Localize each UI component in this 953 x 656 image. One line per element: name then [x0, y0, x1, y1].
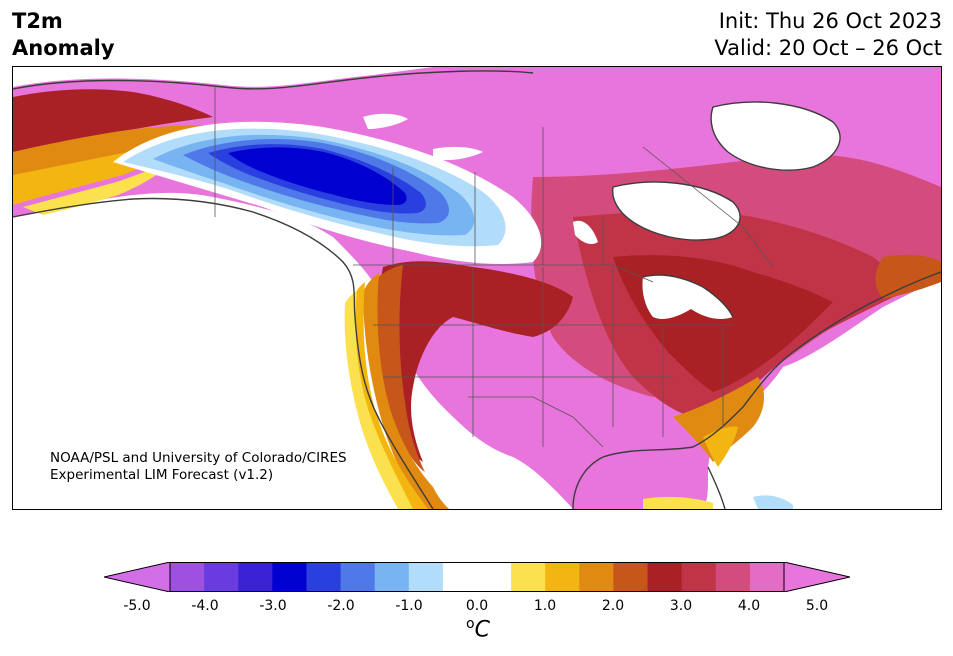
band-gold-florida: [703, 426, 738, 467]
colorbar-tick-label: 4.0: [737, 598, 761, 614]
colorbar-extend-low: [104, 562, 171, 592]
band-yellow-alaska: [23, 155, 183, 215]
cold-navy: [228, 147, 407, 205]
colorbar-tick-label: -1.0: [395, 598, 423, 614]
unit-label: C: [474, 617, 490, 643]
band-red-alaska: [13, 89, 213, 152]
colorbar-cell: [613, 562, 649, 592]
colorbar-tick-label: -2.0: [327, 598, 355, 614]
init-date: Init: Thu 26 Oct 2023: [718, 9, 942, 33]
colorbar-tick-label: 2.0: [601, 598, 625, 614]
colorbar-cell: [579, 562, 614, 592]
cuba: [643, 496, 713, 509]
credit-line-2: Experimental LIM Forecast (v1.2): [50, 467, 274, 483]
colorbar-cell: [715, 562, 751, 592]
lake-patch-1: [363, 113, 408, 129]
kind-label: Anomaly: [12, 36, 115, 60]
colorbar-tick-label: 5.0: [805, 598, 829, 614]
colorbar-cell: [749, 562, 785, 592]
colorbar-tick-label: -3.0: [259, 598, 287, 614]
lake-patch-2: [433, 146, 483, 161]
colorbar-cell: [442, 562, 478, 592]
date-info: Init: Thu 26 Oct 2023 Valid: 20 Oct – 26…: [714, 8, 942, 62]
unit-superscript: o: [466, 616, 475, 632]
arctic-white-1: [711, 102, 841, 171]
colorbar-cell: [647, 562, 683, 592]
bahamas-lightblue: [753, 495, 793, 509]
political-borders: [214, 87, 774, 448]
band-orange-west: [363, 273, 449, 509]
colorbar-cell: [306, 562, 342, 592]
colorbar-tick-label: 0.0: [465, 598, 489, 614]
map-title: T2m Anomaly: [12, 8, 115, 62]
band-red-west: [378, 261, 573, 462]
credit-text: NOAA/PSL and University of Colorado/CIRE…: [50, 450, 347, 484]
band-orange-southeast: [673, 377, 765, 462]
colorbar-tick-label: -5.0: [123, 598, 151, 614]
colorbar-cell: [477, 562, 512, 592]
colorbar-cell: [340, 562, 376, 592]
colorbar-tick-label: 1.0: [533, 598, 557, 614]
band-rust-east: [875, 254, 941, 299]
colorbar-cells: [104, 562, 850, 592]
colorbar-cell: [374, 562, 410, 592]
colorbar-cell: [545, 562, 580, 592]
variable-label: T2m: [12, 9, 63, 33]
lake-patch-3: [573, 220, 598, 245]
colorbar-tick-label: -4.0: [191, 598, 219, 614]
credit-line-1: NOAA/PSL and University of Colorado/CIRE…: [50, 450, 347, 466]
colorbar-cell: [681, 562, 717, 592]
valid-range: Valid: 20 Oct – 26 Oct: [714, 36, 942, 60]
colorbar-cell: [272, 562, 307, 592]
colorbar-cell: [511, 562, 546, 592]
colorbar: [104, 562, 850, 592]
band-rust-west: [372, 265, 425, 472]
hudson-bay: [612, 182, 741, 241]
coastlines: [13, 70, 941, 509]
colorbar-frame: [169, 562, 785, 592]
colorbar-cell: [238, 562, 273, 592]
colorbar-cell: [408, 562, 444, 592]
colorbar-unit: oC: [466, 616, 490, 642]
great-lakes: [642, 275, 733, 320]
band-yellow-west: [344, 291, 413, 509]
anomaly-map[interactable]: NOAA/PSL and University of Colorado/CIRE…: [12, 66, 942, 510]
colorbar-extend-high: [783, 562, 850, 592]
colorbar-tick-label: 3.0: [669, 598, 693, 614]
colorbar-cell: [170, 562, 205, 592]
map-canvas: [13, 67, 941, 509]
colorbar-cell: [204, 562, 239, 592]
